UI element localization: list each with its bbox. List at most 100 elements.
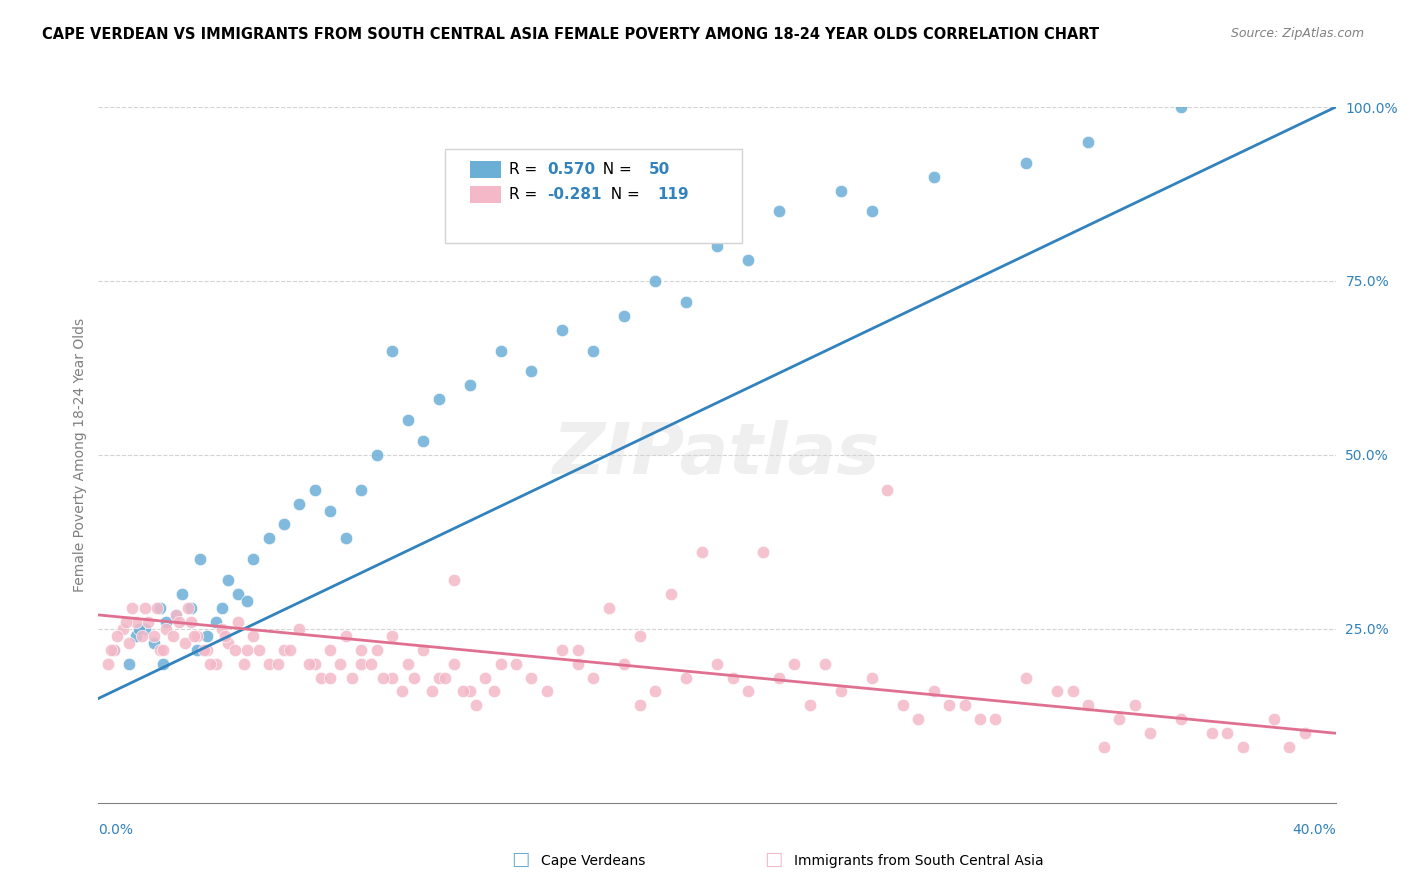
Point [232, 657, 254, 671]
Point [1015, 155, 1038, 169]
Point [505, 657, 527, 671]
Point [149, 601, 172, 615]
Point [205, 615, 228, 629]
Point [278, 642, 301, 657]
Point [190, 552, 212, 566]
Point [1294, 726, 1316, 740]
Point [412, 434, 434, 448]
Text: -0.281: -0.281 [547, 186, 602, 202]
Point [1077, 698, 1099, 713]
Point [551, 642, 574, 657]
Point [319, 503, 342, 517]
Point [236, 594, 259, 608]
Point [922, 169, 945, 184]
Point [1170, 712, 1192, 726]
Y-axis label: Female Poverty Among 18-24 Year Olds: Female Poverty Among 18-24 Year Olds [73, 318, 87, 592]
Point [489, 343, 512, 358]
Point [288, 622, 311, 636]
Point [226, 615, 249, 629]
Point [304, 657, 326, 671]
Point [1092, 740, 1115, 755]
Point [860, 204, 883, 219]
Point [224, 642, 246, 657]
Point [198, 657, 221, 671]
Point [613, 657, 636, 671]
Point [381, 629, 404, 643]
Point [211, 601, 233, 615]
Point [118, 636, 141, 650]
Point [366, 642, 388, 657]
Point [721, 671, 744, 685]
Point [319, 642, 342, 657]
Point [391, 684, 413, 698]
Point [412, 642, 434, 657]
Point [115, 615, 138, 629]
Point [520, 671, 543, 685]
FancyBboxPatch shape [444, 149, 742, 243]
Point [659, 587, 682, 601]
Text: 119: 119 [658, 186, 689, 202]
Point [489, 657, 512, 671]
Point [155, 622, 177, 636]
Point [458, 684, 481, 698]
Point [396, 413, 419, 427]
Point [768, 671, 790, 685]
Point [613, 309, 636, 323]
Text: N =: N = [600, 186, 644, 202]
Point [100, 642, 122, 657]
Point [381, 671, 404, 685]
Point [105, 629, 128, 643]
Point [644, 274, 666, 288]
Point [134, 601, 156, 615]
Point [146, 601, 169, 615]
Point [273, 642, 295, 657]
Point [217, 636, 239, 650]
Point [876, 483, 898, 497]
Point [644, 684, 666, 698]
Point [860, 671, 883, 685]
Point [131, 629, 153, 643]
Point [422, 684, 444, 698]
Text: Immigrants from South Central Asia: Immigrants from South Central Asia [794, 855, 1045, 868]
Point [205, 657, 228, 671]
Point [1278, 740, 1301, 755]
Point [891, 698, 914, 713]
Point [118, 657, 141, 671]
Point [350, 642, 373, 657]
Point [319, 671, 342, 685]
Point [236, 642, 259, 657]
Point [443, 573, 465, 587]
Point [1015, 671, 1038, 685]
Point [155, 615, 177, 629]
Point [938, 698, 960, 713]
Point [1201, 726, 1223, 740]
Point [298, 657, 321, 671]
Point [582, 671, 605, 685]
Point [186, 642, 208, 657]
Point [453, 684, 475, 698]
Point [1046, 684, 1069, 698]
Point [464, 698, 486, 713]
Point [953, 698, 976, 713]
Point [536, 684, 558, 698]
FancyBboxPatch shape [470, 186, 501, 203]
Point [350, 657, 373, 671]
Point [103, 642, 125, 657]
Point [124, 629, 146, 643]
Point [752, 545, 775, 559]
Point [242, 552, 264, 566]
Point [195, 629, 218, 643]
Point [783, 657, 806, 671]
Text: 40.0%: 40.0% [1292, 823, 1336, 837]
Point [309, 671, 332, 685]
Point [143, 636, 166, 650]
Point [1263, 712, 1285, 726]
Point [366, 448, 388, 462]
Point [360, 657, 382, 671]
Point [226, 587, 249, 601]
Point [706, 657, 728, 671]
Point [1108, 712, 1130, 726]
Point [922, 684, 945, 698]
Point [128, 622, 150, 636]
Text: □: □ [510, 850, 530, 869]
